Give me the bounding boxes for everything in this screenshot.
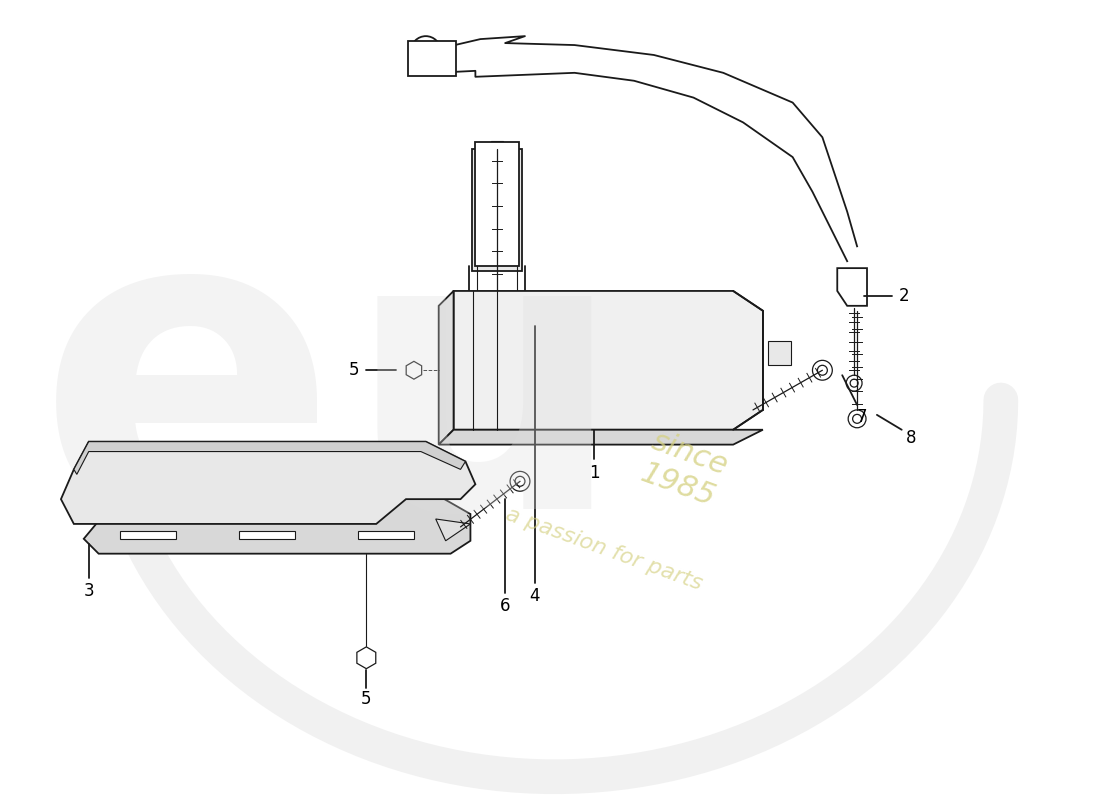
Circle shape bbox=[204, 484, 211, 492]
Circle shape bbox=[372, 484, 381, 492]
Polygon shape bbox=[60, 442, 475, 524]
Polygon shape bbox=[408, 41, 455, 76]
Circle shape bbox=[475, 301, 594, 420]
Polygon shape bbox=[120, 531, 176, 539]
Polygon shape bbox=[208, 484, 267, 492]
Circle shape bbox=[242, 450, 262, 470]
Text: a passion for parts: a passion for parts bbox=[503, 504, 705, 594]
Circle shape bbox=[124, 510, 142, 528]
Circle shape bbox=[411, 36, 441, 66]
Circle shape bbox=[109, 450, 129, 470]
Circle shape bbox=[513, 338, 558, 383]
Polygon shape bbox=[84, 494, 471, 554]
Polygon shape bbox=[453, 291, 763, 430]
Polygon shape bbox=[359, 531, 414, 539]
Text: u: u bbox=[346, 211, 624, 589]
Circle shape bbox=[382, 510, 400, 528]
Circle shape bbox=[312, 484, 321, 492]
Circle shape bbox=[846, 375, 862, 391]
Text: e: e bbox=[37, 185, 339, 615]
Circle shape bbox=[647, 354, 681, 387]
Text: 5: 5 bbox=[349, 362, 360, 379]
Polygon shape bbox=[317, 484, 376, 492]
Circle shape bbox=[848, 410, 866, 428]
Polygon shape bbox=[837, 268, 867, 306]
Circle shape bbox=[263, 484, 271, 492]
Polygon shape bbox=[439, 291, 453, 445]
Circle shape bbox=[813, 360, 833, 380]
Polygon shape bbox=[768, 341, 791, 366]
Polygon shape bbox=[436, 519, 471, 541]
Bar bbox=[492, 142, 503, 149]
Polygon shape bbox=[74, 442, 465, 474]
Polygon shape bbox=[475, 142, 519, 266]
Text: 6: 6 bbox=[499, 598, 510, 615]
Polygon shape bbox=[356, 647, 376, 669]
Text: 2: 2 bbox=[899, 287, 909, 305]
Polygon shape bbox=[406, 362, 421, 379]
Text: 4: 4 bbox=[529, 587, 540, 606]
Text: 1: 1 bbox=[588, 464, 600, 482]
Polygon shape bbox=[240, 531, 295, 539]
Circle shape bbox=[95, 484, 102, 492]
Polygon shape bbox=[472, 149, 522, 271]
Circle shape bbox=[528, 354, 542, 367]
Circle shape bbox=[154, 484, 162, 492]
Text: 8: 8 bbox=[906, 429, 917, 446]
Text: 5: 5 bbox=[361, 690, 372, 709]
Circle shape bbox=[843, 272, 866, 296]
Polygon shape bbox=[99, 484, 158, 492]
Circle shape bbox=[268, 510, 286, 528]
Text: since
1985: since 1985 bbox=[636, 426, 732, 512]
Polygon shape bbox=[439, 430, 763, 445]
Text: 3: 3 bbox=[84, 582, 94, 600]
Text: 7: 7 bbox=[857, 408, 867, 426]
Circle shape bbox=[441, 520, 454, 534]
Circle shape bbox=[616, 322, 712, 418]
Circle shape bbox=[510, 471, 530, 491]
